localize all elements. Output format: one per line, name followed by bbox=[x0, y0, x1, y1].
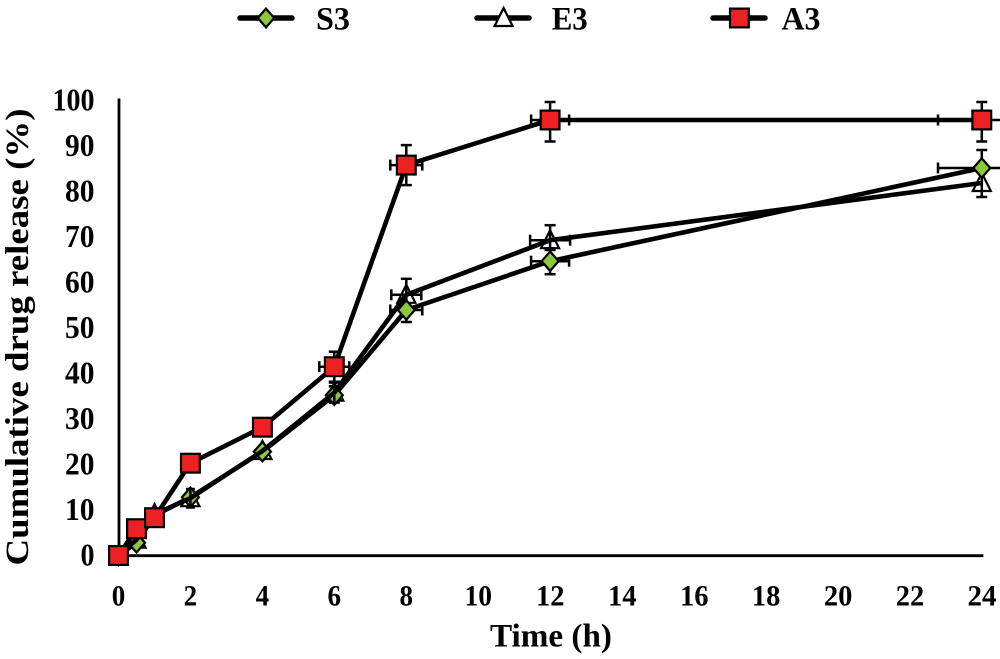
svg-text:14: 14 bbox=[608, 580, 637, 613]
svg-text:E3: E3 bbox=[552, 2, 588, 38]
svg-text:A3: A3 bbox=[782, 2, 821, 38]
svg-text:16: 16 bbox=[680, 580, 709, 613]
svg-text:60: 60 bbox=[65, 264, 95, 300]
svg-text:40: 40 bbox=[65, 355, 95, 391]
svg-text:12: 12 bbox=[536, 580, 565, 613]
svg-text:90: 90 bbox=[65, 127, 95, 163]
svg-text:10: 10 bbox=[465, 580, 493, 613]
svg-text:Time (h): Time (h) bbox=[490, 619, 612, 655]
svg-text:30: 30 bbox=[65, 400, 95, 436]
svg-text:6: 6 bbox=[328, 580, 342, 613]
svg-text:18: 18 bbox=[752, 580, 781, 613]
svg-text:50: 50 bbox=[65, 309, 95, 345]
svg-text:70: 70 bbox=[65, 218, 95, 254]
svg-text:0: 0 bbox=[81, 537, 95, 573]
svg-text:100: 100 bbox=[53, 82, 95, 118]
svg-text:2: 2 bbox=[184, 580, 198, 613]
svg-text:4: 4 bbox=[256, 580, 270, 613]
svg-text:20: 20 bbox=[65, 446, 95, 482]
svg-text:80: 80 bbox=[65, 173, 95, 209]
svg-text:24: 24 bbox=[968, 580, 997, 613]
svg-text:0: 0 bbox=[112, 580, 126, 613]
svg-text:S3: S3 bbox=[316, 2, 350, 38]
svg-text:Cumulative drug release (%): Cumulative drug release (%) bbox=[0, 109, 36, 566]
svg-text:10: 10 bbox=[65, 491, 95, 527]
svg-text:20: 20 bbox=[824, 580, 853, 613]
svg-text:8: 8 bbox=[400, 580, 414, 613]
svg-text:22: 22 bbox=[896, 580, 925, 613]
